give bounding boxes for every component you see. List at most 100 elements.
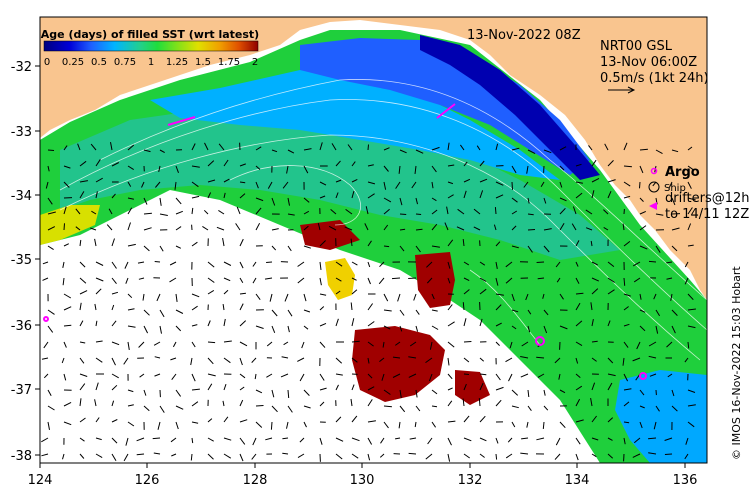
velocity-arrow (431, 146, 440, 151)
velocity-arrow (191, 373, 196, 382)
velocity-arrow (543, 197, 547, 204)
velocity-arrow (607, 190, 612, 199)
velocity-arrow (95, 417, 100, 423)
velocity-arrow (223, 318, 226, 327)
velocity-arrow (350, 302, 353, 311)
velocity-arrow (591, 357, 597, 362)
velocity-arrow (415, 325, 419, 332)
velocity-arrow (447, 321, 455, 327)
velocity-arrow (664, 453, 673, 455)
velocity-arrow (287, 197, 290, 206)
velocity-arrow (95, 320, 98, 327)
velocity-arrow (397, 293, 401, 302)
velocity-arrow (335, 384, 339, 391)
velocity-arrow (428, 373, 433, 382)
velocity-arrow (623, 293, 631, 297)
velocity-arrow (431, 293, 435, 300)
velocity-arrow (575, 163, 582, 167)
velocity-arrow (648, 260, 657, 263)
velocity-arrow (447, 164, 455, 167)
velocity-arrow (495, 386, 504, 391)
velocity-arrow (351, 261, 358, 266)
velocity-arrow (521, 341, 529, 347)
velocity-arrow (479, 357, 485, 362)
velocity-arrow (110, 142, 113, 151)
velocity-arrow (79, 277, 87, 284)
velocity-arrow (191, 293, 200, 298)
velocity-arrow (591, 190, 595, 199)
velocity-arrow (399, 197, 403, 206)
velocity-arrow (537, 373, 545, 378)
velocity-arrow (345, 208, 353, 215)
velocity-arrow (367, 321, 375, 327)
velocity-arrow (408, 373, 417, 378)
velocity-arrow (463, 357, 470, 363)
velocity-arrow (507, 437, 513, 443)
velocity-arrow (591, 453, 597, 458)
argo-float-marker (535, 336, 545, 346)
velocity-arrow (153, 452, 161, 455)
velocity-arrow (207, 179, 216, 183)
velocity-arrow (671, 325, 676, 334)
velocity-arrow (270, 421, 273, 430)
velocity-arrow (648, 437, 657, 440)
velocity-arrow (462, 302, 465, 311)
velocity-arrow (47, 149, 55, 151)
velocity-arrow (330, 209, 337, 215)
velocity-arrow (427, 437, 433, 445)
velocity-arrow (687, 308, 696, 311)
velocity-arrow (159, 213, 168, 216)
velocity-arrow (319, 181, 327, 186)
legend-colorbar (43, 40, 259, 52)
velocity-arrow (143, 405, 150, 412)
velocity-arrow (175, 325, 182, 332)
velocity-arrow (415, 389, 418, 398)
velocity-arrow (655, 149, 663, 155)
velocity-arrow (282, 181, 289, 189)
velocity-arrow (364, 223, 369, 231)
velocity-arrow (123, 357, 129, 365)
velocity-arrow (111, 419, 118, 423)
velocity-arrow (175, 293, 178, 302)
velocity-arrow (137, 261, 145, 264)
velocity-arrow (367, 181, 376, 185)
velocity-arrow (511, 210, 518, 215)
velocity-arrow (591, 340, 598, 343)
y-tick-label: -32 (11, 60, 32, 75)
velocity-arrow (684, 277, 689, 285)
velocity-arrow (511, 389, 519, 396)
velocity-arrow (319, 322, 327, 327)
plot-frame (39, 16, 708, 464)
velocity-arrow (495, 373, 501, 381)
velocity-arrow (543, 325, 548, 334)
velocity-arrow (319, 437, 323, 445)
velocity-arrow (303, 165, 309, 174)
velocity-arrow (239, 303, 244, 311)
velocity-arrow (282, 437, 289, 440)
sst-region-dark-red-4 (455, 370, 490, 405)
velocity-arrow (632, 453, 641, 458)
velocity-arrow (495, 304, 502, 311)
velocity-arrow (207, 277, 215, 283)
velocity-arrow (426, 277, 433, 284)
velocity-arrow (495, 194, 504, 199)
velocity-arrow (203, 209, 209, 215)
velocity-arrow (479, 160, 485, 167)
velocity-arrow (687, 146, 693, 151)
velocity-arrow (648, 341, 657, 347)
ship-key-label: Ship (664, 183, 686, 194)
velocity-arrow (431, 209, 438, 215)
velocity-arrow (127, 341, 130, 350)
velocity-arrow (319, 341, 326, 348)
velocity-arrow (175, 245, 182, 249)
velocity-arrow (511, 245, 519, 249)
velocity-arrow (223, 289, 229, 295)
velocity-arrow (476, 145, 481, 151)
velocity-arrow (639, 309, 646, 313)
velocity-arrow (191, 143, 196, 151)
velocity-arrow (604, 143, 609, 151)
velocity-arrow (351, 190, 355, 199)
velocity-arrow (351, 161, 356, 167)
velocity-arrow (91, 210, 97, 215)
velocity-arrow (559, 325, 568, 330)
